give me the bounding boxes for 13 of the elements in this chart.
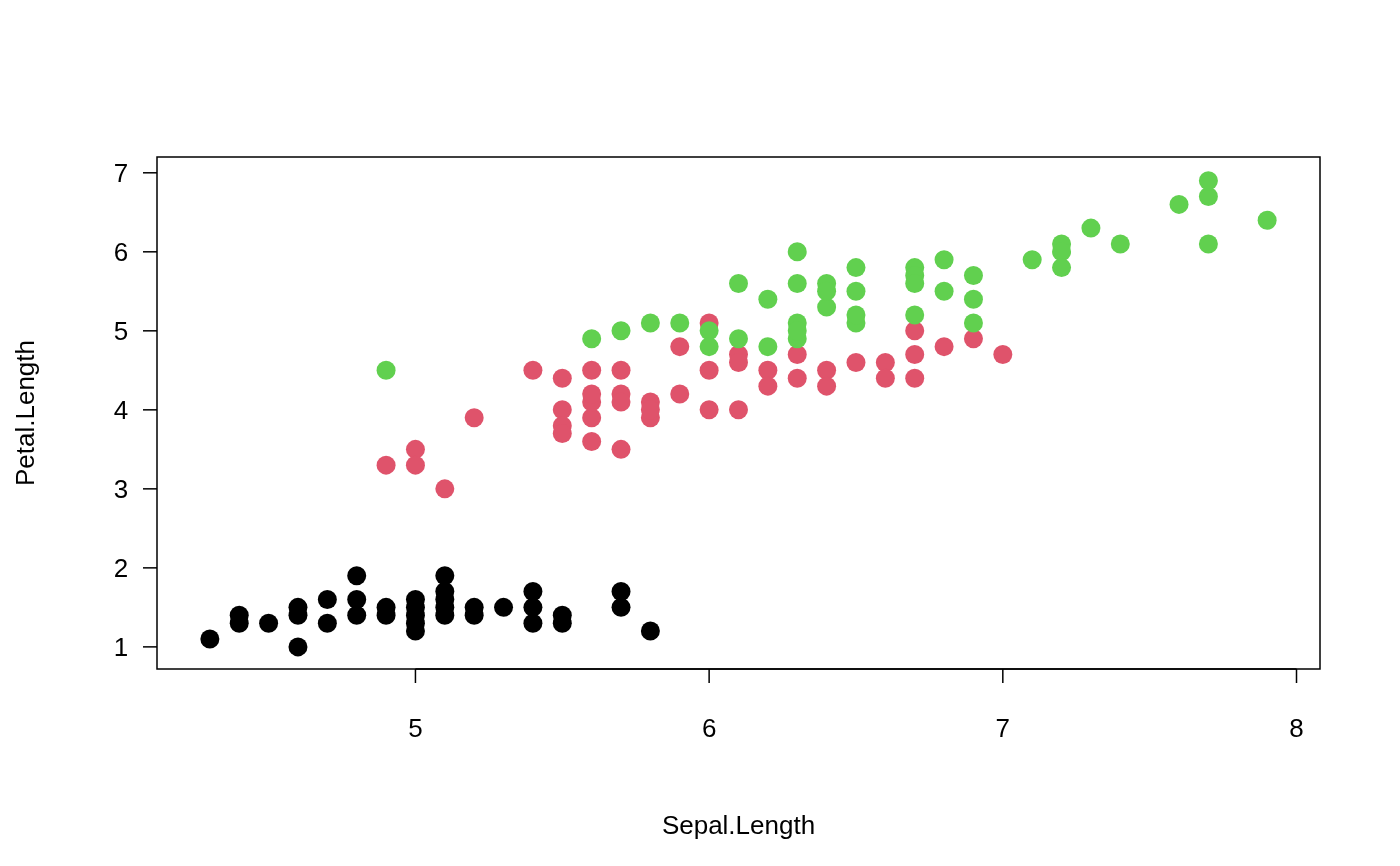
x-tick-label: 5 [408,713,423,743]
x-tick-label: 7 [995,713,1011,743]
y-tick-label: 1 [113,631,129,662]
y-axis-title: Petal.Length [10,339,40,487]
y-tick-label: 2 [113,552,129,583]
x-tick-label: 6 [701,713,717,743]
y-tick-label: 5 [113,315,129,346]
x-tick-label: 8 [1289,713,1304,743]
x-axis-title: Sepal.Length [661,810,816,840]
y-tick-label: 7 [113,157,129,188]
y-tick-label: 4 [113,394,129,425]
y-tick-label: 6 [113,236,129,267]
y-tick-label: 3 [113,473,129,504]
